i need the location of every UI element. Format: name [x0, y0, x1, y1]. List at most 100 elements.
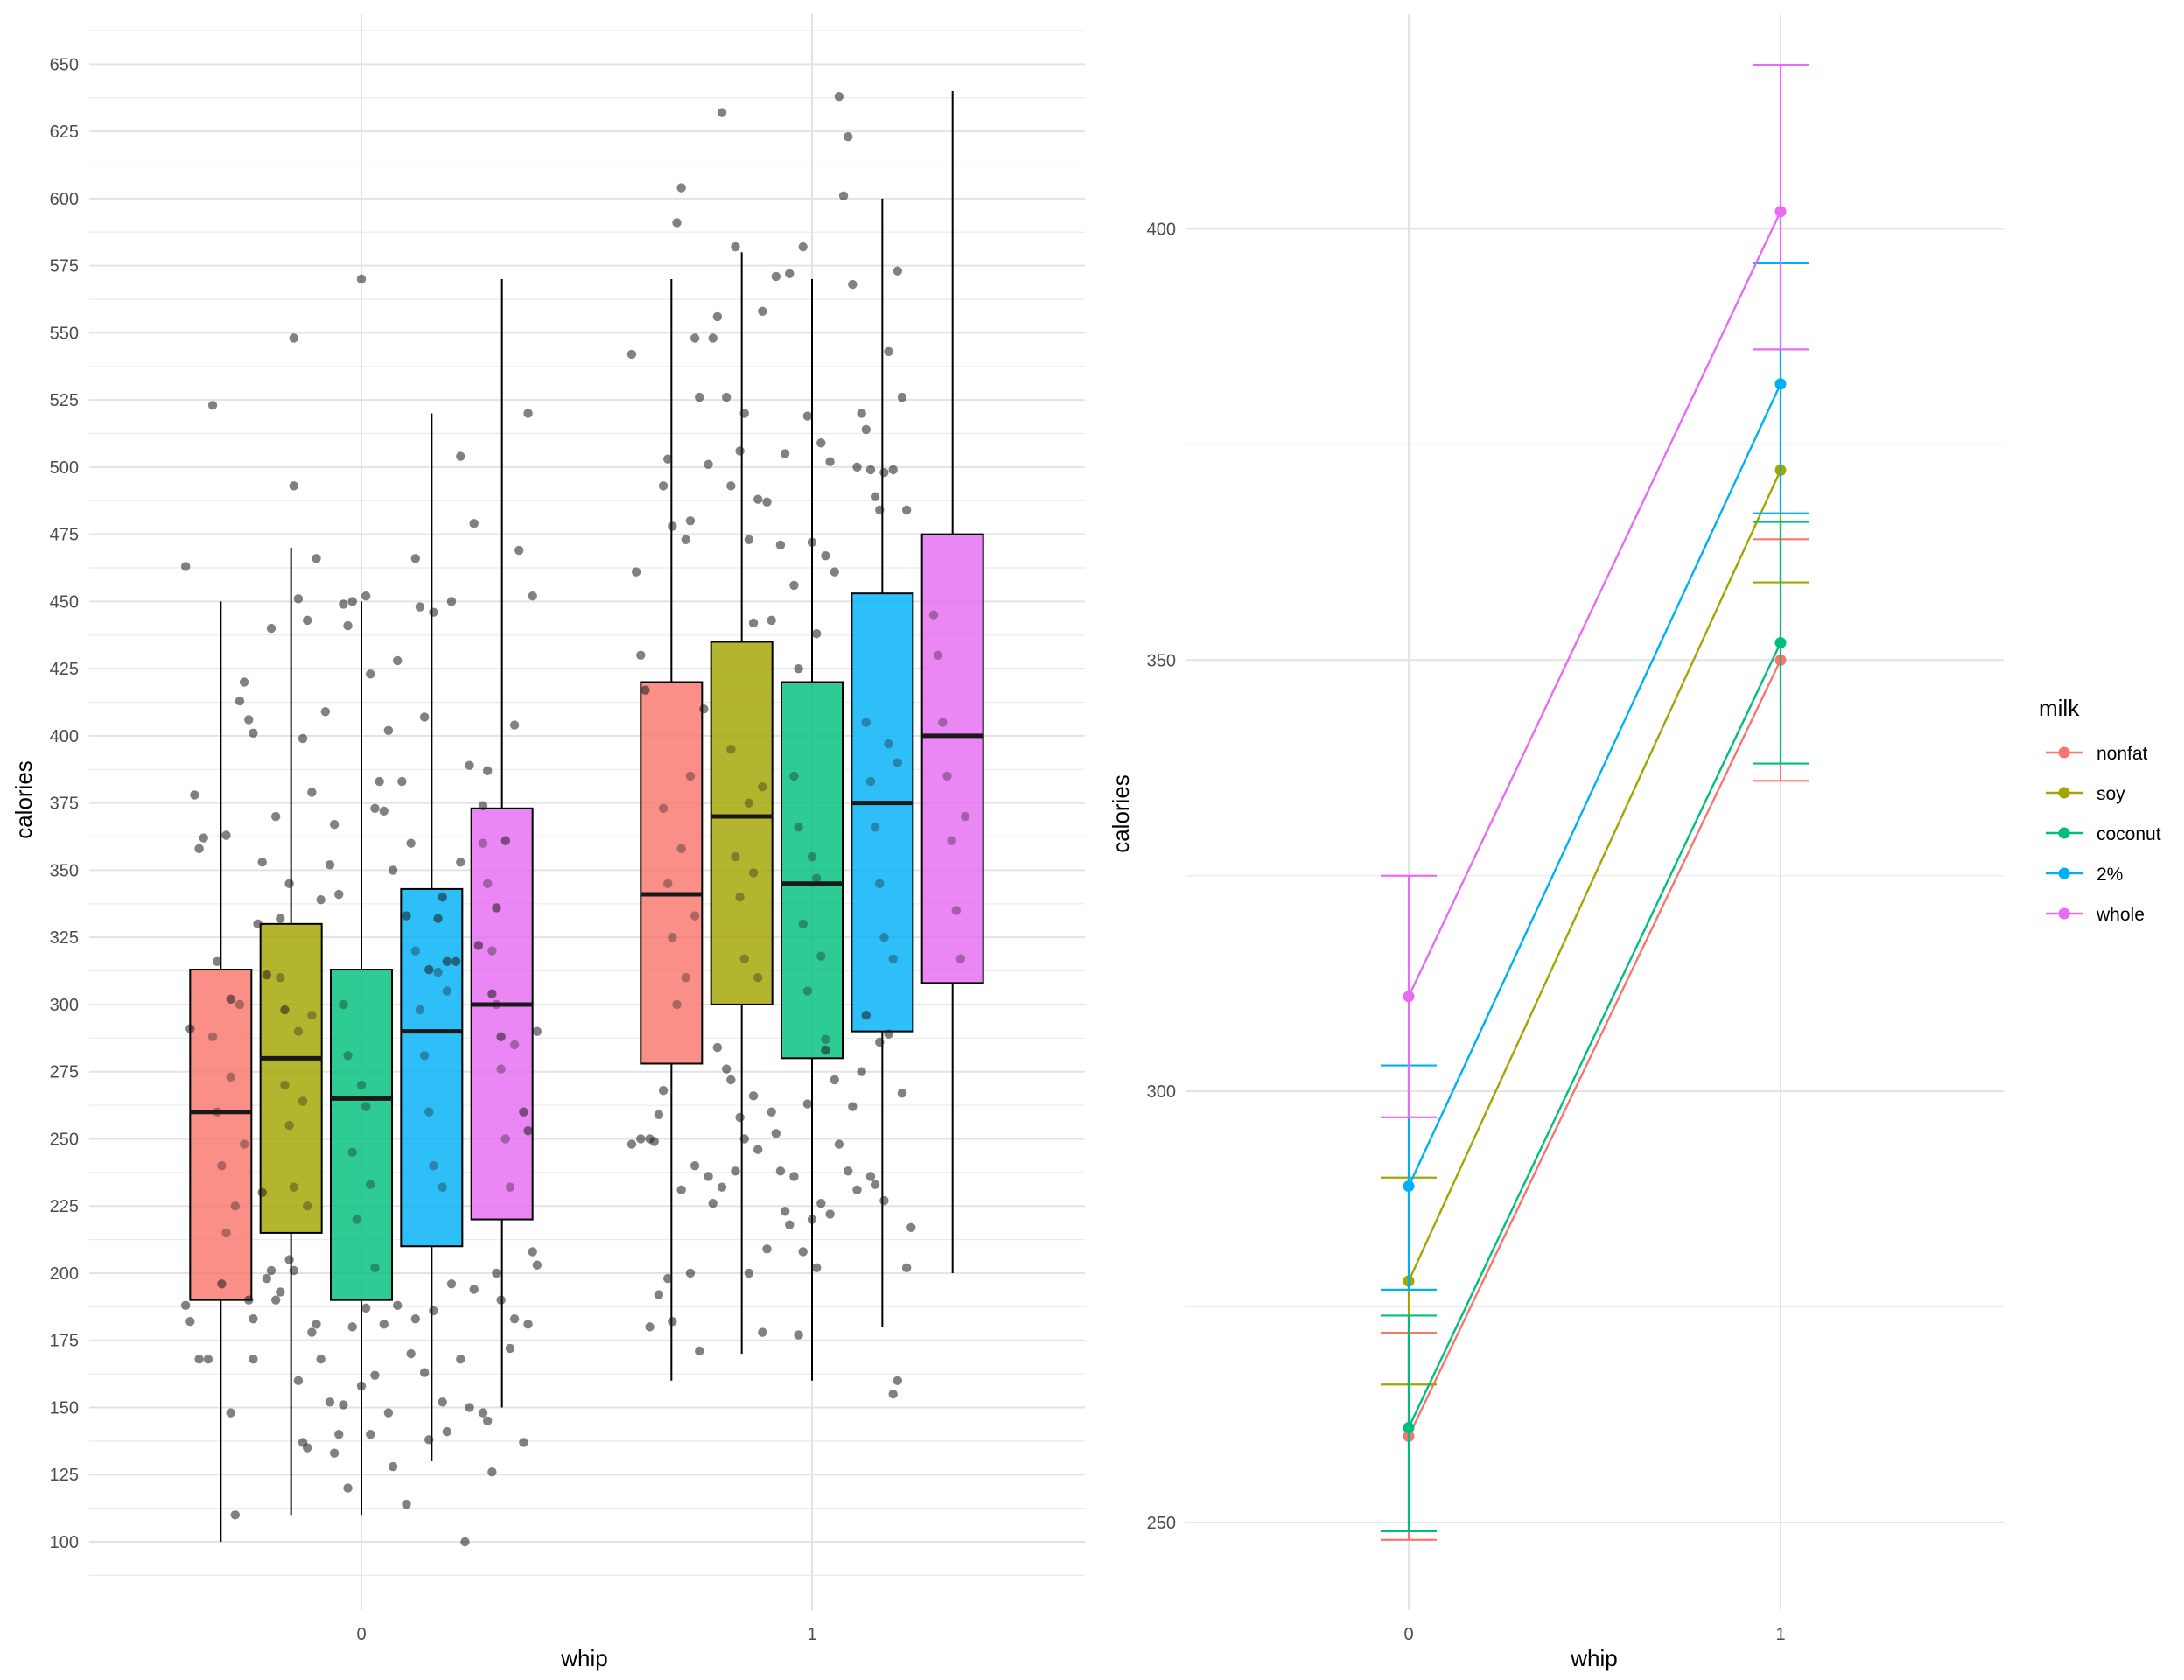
jitter-point-whip-1	[875, 1037, 885, 1047]
jitter-point-whip-1	[811, 629, 822, 639]
jitter-point-whip-0	[487, 989, 497, 998]
jitter-point-whip-1	[848, 1102, 858, 1111]
jitter-point-whip-0	[388, 1461, 398, 1472]
jitter-point-whip-0	[456, 1354, 466, 1364]
y-tick-label-175: 175	[50, 1332, 79, 1351]
jitter-point-in-box	[726, 745, 736, 754]
jitter-point-whip-0	[433, 914, 443, 923]
jitter-point-in-box	[942, 771, 952, 781]
jitter-point-whip-0	[270, 811, 281, 822]
jitter-point-in-box	[217, 1160, 227, 1171]
jitter-point-in-box	[739, 954, 749, 963]
jitter-point-whip-1	[861, 424, 871, 435]
jitter-point-whip-0	[303, 615, 312, 626]
jitter-point-in-box	[870, 822, 880, 832]
jitter-point-whip-0	[397, 776, 407, 787]
jitter-point-whip-1	[825, 457, 835, 466]
jitter-point-whip-1	[789, 580, 799, 591]
jitter-point-whip-0	[316, 1354, 326, 1364]
jitter-point-whip-0	[289, 481, 298, 491]
jitter-point-whip-1	[794, 663, 803, 674]
jitter-point-in-box	[366, 1180, 375, 1189]
mean-point-whip-0	[1403, 1422, 1415, 1434]
y-tick-label-250: 250	[1147, 1514, 1176, 1533]
jitter-point-whip-1	[901, 505, 912, 515]
jitter-point-whip-0	[347, 1322, 357, 1332]
jitter-point-in-box	[956, 954, 966, 963]
y-tick-label-125: 125	[50, 1466, 79, 1485]
legend-key-point	[2058, 746, 2070, 759]
jitter-point-whip-0	[329, 820, 340, 830]
jitter-point-whip-0	[325, 1397, 335, 1407]
jitter-point-in-box	[280, 1080, 290, 1090]
jitter-point-in-box	[410, 946, 420, 956]
jitter-point-in-box	[875, 878, 885, 888]
jitter-point-whip-0	[339, 599, 348, 609]
jitter-point-whip-0	[429, 1306, 438, 1316]
jitter-point-whip-1	[811, 1263, 822, 1273]
legend-label: whole	[2096, 905, 2145, 925]
y-tick-label-225: 225	[50, 1197, 79, 1216]
jitter-point-in-box	[938, 718, 948, 727]
jitter-point-in-box	[356, 1080, 367, 1090]
jitter-point-whip-1	[771, 271, 780, 282]
jitter-point-in-box	[438, 1182, 447, 1192]
jitter-point-whip-0	[509, 720, 520, 730]
jitter-point-in-box	[226, 1072, 235, 1082]
jitter-point-whip-1	[739, 1134, 749, 1144]
legend-label: coconut	[2096, 824, 2161, 844]
jitter-point-whip-0	[446, 597, 457, 606]
legend-key-point	[2058, 907, 2070, 920]
jitter-point-whip-1	[735, 446, 745, 456]
jitter-point-whip-1	[870, 492, 880, 501]
box-soy-whip-1	[710, 252, 774, 1354]
jitter-point-in-box	[487, 946, 497, 956]
jitter-point-in-box	[221, 1228, 231, 1238]
jitter-point-whip-0	[402, 911, 411, 920]
jitter-point-whip-0	[492, 903, 501, 913]
y-tick-label-500: 500	[50, 458, 79, 478]
jitter-point-whip-1	[704, 459, 713, 470]
jitter-point-whip-1	[879, 1195, 889, 1206]
jitter-point-in-box	[892, 758, 903, 767]
box-body	[640, 681, 704, 1065]
jitter-point-whip-1	[753, 494, 763, 504]
jitter-point-in-box	[947, 836, 956, 845]
x-tick-label-0: 0	[356, 1625, 366, 1644]
jitter-point-whip-1	[775, 540, 786, 550]
jitter-point-whip-1	[663, 1273, 673, 1284]
jitter-point-in-box	[816, 951, 826, 961]
jitter-point-whip-1	[816, 1198, 826, 1208]
boxplot-panel: 100 125 150 175 200 225 250 275 300 325 350 375 400 4…	[10, 14, 1085, 1671]
y-tick-label-100: 100	[50, 1533, 79, 1552]
series-line	[1407, 642, 1782, 1429]
jitter-point-whip-0	[483, 1416, 493, 1426]
x-tick-label-1: 1	[1775, 1625, 1785, 1644]
jitter-point-whip-0	[374, 776, 384, 787]
jitter-point-whip-1	[762, 1244, 772, 1254]
jitter-point-whip-0	[289, 333, 298, 343]
jitter-point-whip-0	[276, 1287, 285, 1297]
jitter-point-whip-1	[807, 537, 817, 548]
jitter-point-whip-0	[221, 830, 231, 840]
jitter-point-whip-0	[239, 677, 249, 687]
jitter-point-whip-1	[717, 1182, 727, 1192]
boxplot-y-axis-title: calories	[10, 760, 37, 839]
jitter-point-whip-0	[293, 1376, 304, 1385]
series-nonfat	[1381, 538, 1809, 1541]
jitter-point-in-box	[478, 838, 488, 848]
jitter-point-whip-0	[478, 1408, 488, 1418]
jitter-point-whip-0	[438, 1397, 447, 1407]
y-tick-label-275: 275	[50, 1063, 79, 1082]
jitter-point-in-box	[442, 986, 452, 996]
jitter-point-whip-0	[334, 1429, 344, 1439]
jitter-point-whip-0	[244, 1295, 254, 1305]
jitter-point-whip-1	[821, 1045, 830, 1055]
jitter-point-whip-0	[284, 878, 294, 888]
jitter-point-in-box	[735, 892, 745, 902]
jitter-point-in-box	[370, 1263, 380, 1273]
jitter-point-whip-0	[280, 1004, 290, 1015]
jitter-point-in-box	[789, 771, 799, 781]
jitter-point-whip-0	[199, 833, 208, 843]
